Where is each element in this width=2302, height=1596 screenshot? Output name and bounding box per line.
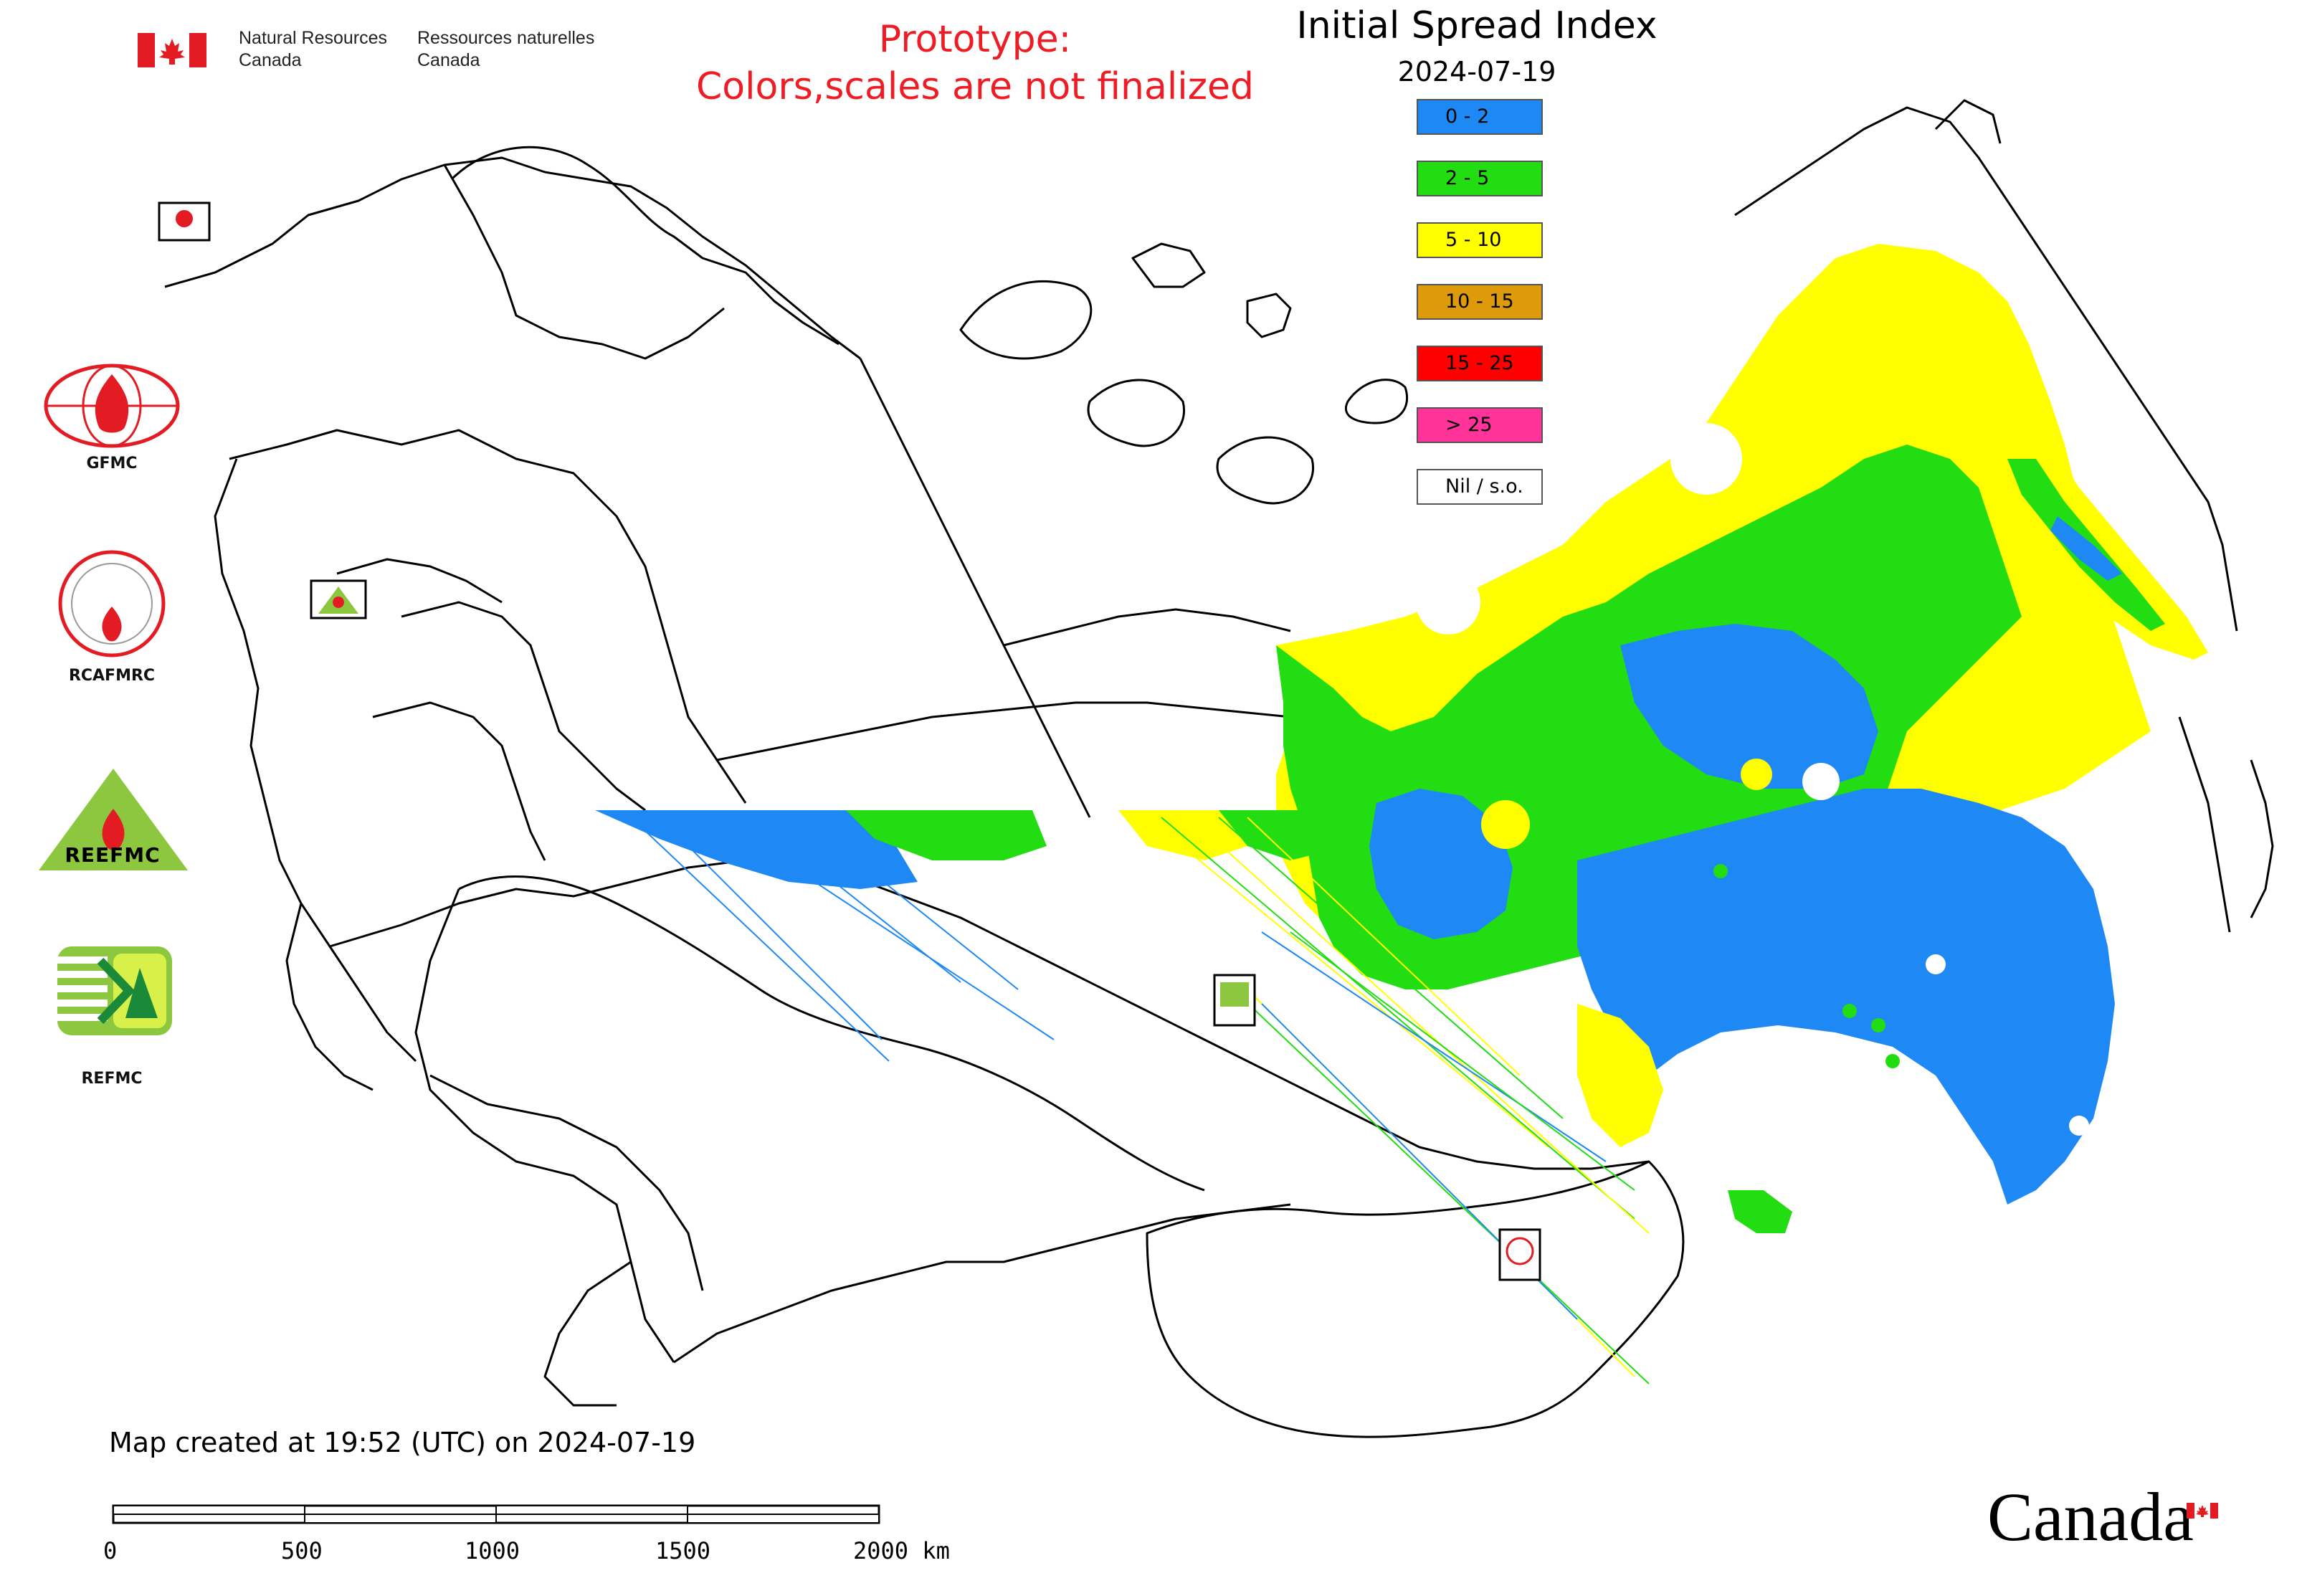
wordmark-flag-icon bbox=[2187, 1503, 2218, 1519]
legend-label: 0 - 2 bbox=[1445, 105, 1490, 128]
legend-label: > 25 bbox=[1445, 414, 1493, 436]
agency-fr-line2: Canada bbox=[417, 50, 480, 70]
legend: 0 - 2 2 - 5 5 - 10 10 - 15 15 - 25 > 25 … bbox=[1417, 99, 1546, 508]
legend-item-nil: Nil / s.o. bbox=[1417, 469, 1543, 505]
prototype-line2: Colors,scales are not finalized bbox=[695, 65, 1255, 108]
legend-label: 15 - 25 bbox=[1445, 352, 1514, 374]
refmc-logo bbox=[57, 946, 172, 1035]
legend-item-10-15: 10 - 15 bbox=[1417, 284, 1543, 320]
legend-item-5-10: 5 - 10 bbox=[1417, 222, 1543, 258]
reefmc-logo bbox=[36, 766, 191, 873]
scale-label-0: 0 bbox=[103, 1537, 118, 1564]
legend-item-0-2: 0 - 2 bbox=[1417, 99, 1543, 135]
rcafmrc-label: RCAFMRC bbox=[68, 667, 156, 685]
reefmc-label: REEFMC bbox=[65, 843, 161, 867]
refmc-label: REFMC bbox=[81, 1070, 143, 1088]
prototype-notice: Prototype: Colors,scales are not finaliz… bbox=[645, 16, 1305, 110]
gfmc-label: GFMC bbox=[86, 455, 138, 472]
legend-item-2-5: 2 - 5 bbox=[1417, 161, 1543, 196]
canada-wordmark: Canada bbox=[1987, 1478, 2194, 1555]
agency-name-fr: Ressources naturelles Canada bbox=[417, 27, 594, 72]
scale-label-1000: 1000 bbox=[465, 1537, 520, 1564]
scale-label-1500: 1500 bbox=[655, 1537, 711, 1564]
center-markers bbox=[158, 201, 1541, 1281]
map-created-note: Map created at 19:52 (UTC) on 2024-07-19 bbox=[109, 1427, 696, 1458]
scale-label-2000: 2000 km bbox=[853, 1537, 950, 1564]
agency-en-line2: Canada bbox=[239, 50, 302, 70]
agency-fr-line1: Ressources naturelles bbox=[417, 28, 595, 48]
scale-bar bbox=[112, 1504, 882, 1526]
map-title: Initial Spread Index bbox=[1296, 4, 1657, 47]
legend-label: 2 - 5 bbox=[1445, 167, 1490, 189]
legend-item-15-25: 15 - 25 bbox=[1417, 346, 1543, 381]
map-date: 2024-07-19 bbox=[1397, 56, 1556, 87]
scale-label-500: 500 bbox=[281, 1537, 323, 1564]
prototype-line1: Prototype: bbox=[878, 18, 1072, 61]
legend-label: 10 - 15 bbox=[1445, 290, 1514, 313]
canada-flag-icon bbox=[138, 33, 206, 67]
legend-item-over-25: > 25 bbox=[1417, 407, 1543, 443]
agency-en-line1: Natural Resources bbox=[239, 28, 388, 48]
map-boundaries bbox=[164, 99, 2274, 1438]
rcafmrc-logo bbox=[57, 549, 166, 658]
isi-colored-region bbox=[595, 244, 2208, 1233]
agency-name-en: Natural Resources Canada bbox=[239, 27, 387, 72]
legend-label: 5 - 10 bbox=[1445, 229, 1502, 251]
gfmc-logo bbox=[40, 363, 184, 449]
legend-label: Nil / s.o. bbox=[1445, 475, 1523, 498]
